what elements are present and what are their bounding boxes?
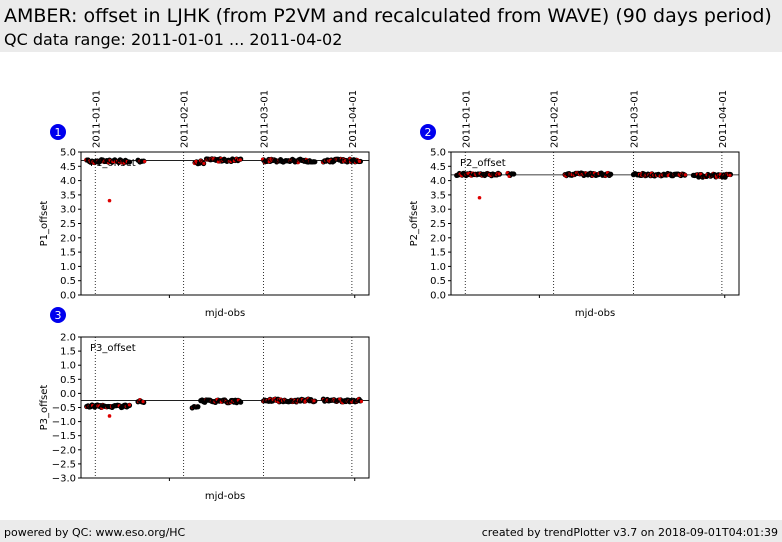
y-tick-label: 1.0 bbox=[430, 262, 446, 273]
panel-badge bbox=[420, 124, 436, 140]
outlier-point bbox=[477, 195, 482, 200]
date-tick-label: 2011-01-01 bbox=[91, 90, 102, 148]
y-tick-label: 2.0 bbox=[60, 333, 76, 344]
data-point-highlight bbox=[127, 403, 132, 407]
date-tick-label: 2011-01-01 bbox=[461, 90, 472, 148]
y-tick-label: −3.0 bbox=[52, 474, 76, 485]
y-tick-label: 1.0 bbox=[60, 262, 76, 273]
panel-badge-number: 3 bbox=[55, 309, 62, 322]
y-tick-label: 1.5 bbox=[60, 248, 76, 259]
y-tick-label: −0.5 bbox=[52, 403, 76, 414]
outlier-point bbox=[107, 414, 112, 418]
chart-panel-3: mjd-obs −3.0 −2.5 −2.0 −1.5 −1.0 −0.5 0.0 0.5 1.0… bbox=[39, 307, 370, 502]
data-point-highlight bbox=[143, 159, 147, 164]
panel-badge-number: 2 bbox=[425, 126, 432, 139]
y-tick-label: 3.0 bbox=[430, 205, 446, 216]
y-tick-label: 5.0 bbox=[60, 148, 76, 159]
y-tick-label: 2.5 bbox=[430, 219, 446, 230]
data-point-highlight bbox=[497, 172, 501, 176]
report-footer: powered by QC: www.eso.org/HC created by… bbox=[0, 520, 782, 542]
date-tick-label: 2011-04-01 bbox=[348, 90, 359, 148]
data-point bbox=[511, 171, 517, 177]
date-tick-label: 2011-03-01 bbox=[259, 90, 270, 148]
y-tick-label: 3.5 bbox=[430, 190, 446, 201]
data-point-highlight bbox=[359, 399, 364, 404]
y-tick-label: −1.0 bbox=[52, 417, 76, 428]
y-tick-label: 4.5 bbox=[430, 162, 446, 173]
y-tick-label: −1.5 bbox=[52, 431, 76, 442]
y-tick-label: 2.5 bbox=[60, 219, 76, 230]
y-tick-label: 0.0 bbox=[430, 291, 446, 302]
y-tick-label: −2.5 bbox=[52, 459, 76, 470]
y-tick-label: 2.0 bbox=[430, 233, 446, 244]
y-axis-label: P1_offset bbox=[39, 201, 50, 247]
data-point-highlight bbox=[238, 158, 242, 162]
panel-badge bbox=[50, 307, 66, 323]
x-axis-label: mjd-obs bbox=[205, 491, 245, 502]
date-tick-label: 2011-04-01 bbox=[718, 90, 729, 148]
page-title: AMBER: offset in LJHK (from P2VM and rec… bbox=[4, 5, 772, 27]
date-range-subtitle: QC data range: 2011-01-01 ... 2011-04-02 bbox=[4, 30, 343, 49]
y-tick-label: 0.5 bbox=[60, 375, 76, 386]
date-tick-label: 2011-02-01 bbox=[180, 90, 191, 148]
y-tick-label: 0.0 bbox=[60, 389, 76, 400]
data-point bbox=[312, 159, 318, 165]
y-axis-label: P2_offset bbox=[409, 201, 420, 247]
outlier-point bbox=[107, 198, 112, 203]
y-tick-label: 0.5 bbox=[430, 276, 446, 287]
powered-by-text: powered by QC: www.eso.org/HC bbox=[4, 526, 186, 539]
series-label: P3_offset bbox=[90, 343, 136, 354]
data-point bbox=[608, 171, 614, 177]
panel-badge bbox=[50, 124, 66, 140]
data-point-highlight bbox=[728, 173, 732, 177]
y-tick-label: 4.0 bbox=[60, 176, 76, 187]
y-tick-label: 0.0 bbox=[60, 291, 76, 302]
series-label: P2_offset bbox=[460, 158, 506, 169]
y-tick-label: 3.5 bbox=[60, 190, 76, 201]
x-axis-label: mjd-obs bbox=[575, 308, 615, 319]
created-by-text: created by trendPlotter v3.7 on 2018-09-… bbox=[481, 526, 778, 539]
y-tick-label: 4.5 bbox=[60, 162, 76, 173]
data-point-highlight bbox=[357, 159, 362, 163]
y-tick-label: 3.0 bbox=[60, 205, 76, 216]
data-point bbox=[126, 159, 133, 165]
y-tick-label: 1.5 bbox=[60, 347, 76, 358]
plot-frame bbox=[80, 151, 370, 296]
data-point-highlight bbox=[141, 400, 145, 404]
y-tick-label: 1.0 bbox=[60, 361, 76, 372]
report-header: AMBER: offset in LJHK (from P2VM and rec… bbox=[0, 0, 782, 52]
data-point bbox=[195, 404, 201, 410]
y-tick-label: −2.0 bbox=[52, 445, 76, 456]
data-point bbox=[238, 399, 244, 405]
y-tick-label: 2.0 bbox=[60, 233, 76, 244]
chart-panel-2: 2011-01-01 2011-02-01 2011-03-01 2011-04-01… bbox=[409, 90, 740, 319]
data-point-highlight bbox=[202, 161, 206, 166]
y-tick-label: 4.0 bbox=[430, 176, 446, 187]
date-tick-label: 2011-03-01 bbox=[629, 90, 640, 148]
x-axis-label: mjd-obs bbox=[205, 308, 245, 319]
panel-badge-number: 1 bbox=[55, 126, 62, 139]
y-tick-label: 5.0 bbox=[430, 148, 446, 159]
plots-canvas: 2011-01-01 2011-02-01 2011-03-01 2011-04-01… bbox=[39, 90, 740, 502]
data-point-highlight bbox=[683, 173, 687, 177]
y-axis-label: P3_offset bbox=[39, 385, 50, 431]
data-point-highlight bbox=[312, 399, 316, 403]
chart-panel-1: 2011-01-01 2011-02-01 2011-03-01 2011-04-01… bbox=[39, 90, 370, 319]
y-tick-label: 0.5 bbox=[60, 276, 76, 287]
y-tick-label: 1.5 bbox=[430, 248, 446, 259]
date-tick-label: 2011-02-01 bbox=[550, 90, 561, 148]
